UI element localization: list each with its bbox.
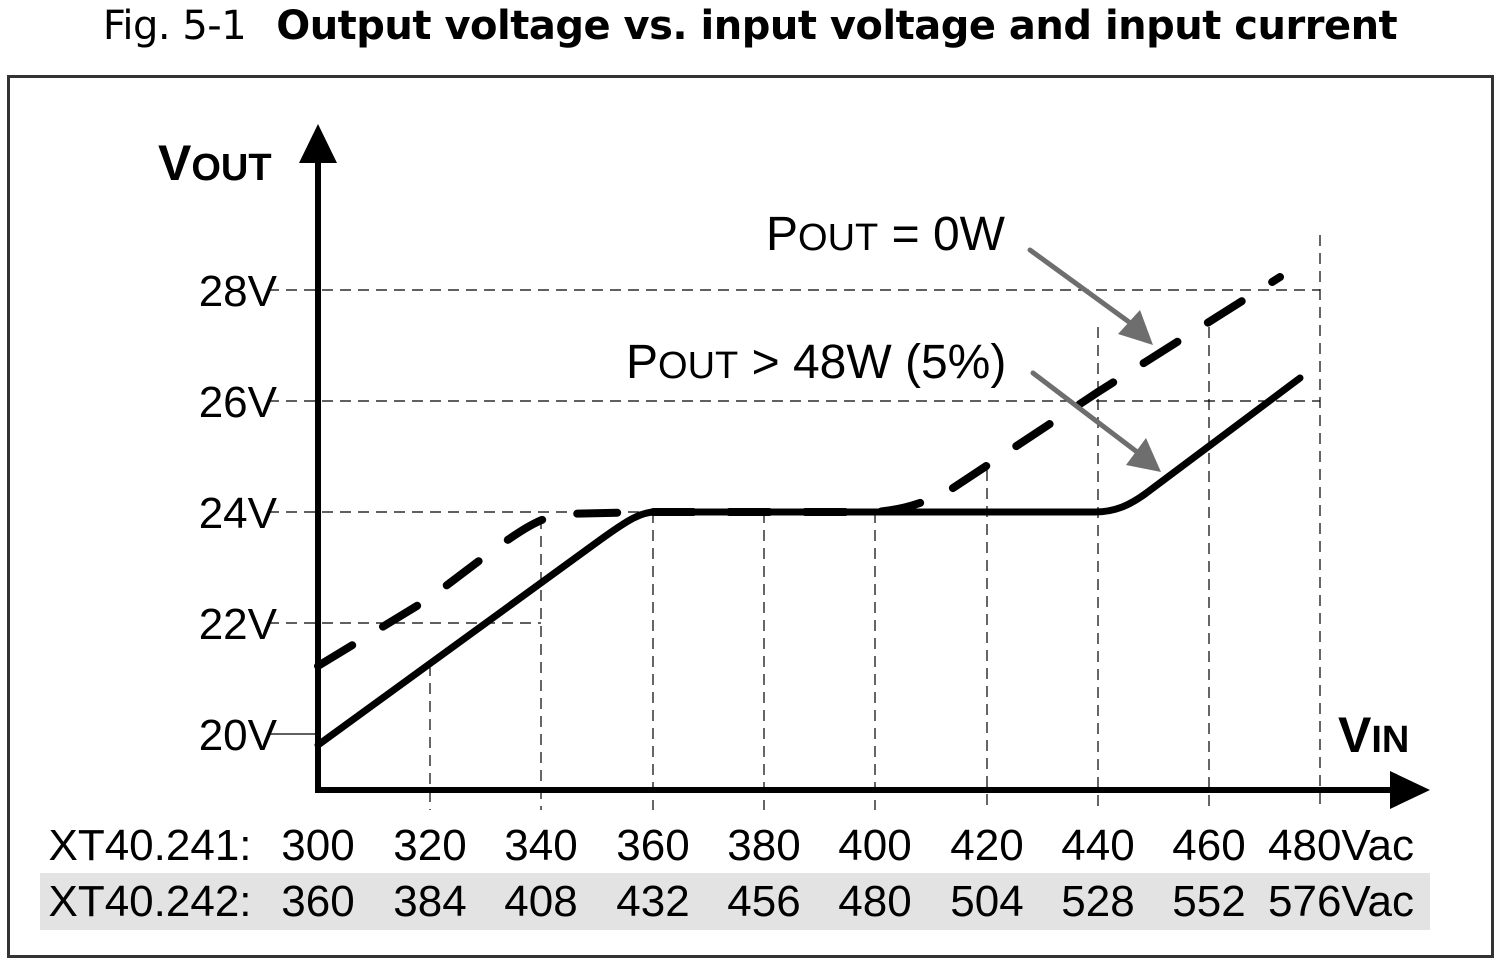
arrow-pout-48w-icon: [1126, 438, 1161, 472]
x-tick-labels-xt40-241: XT40.241: 300 320 340 360 380 400 420 44…: [48, 821, 1413, 870]
x-tick: 460: [1172, 821, 1245, 870]
y-axis-arrow-icon: [299, 124, 337, 163]
vertical-gridlines: [429, 235, 1321, 810]
x-axis-label: VIN: [1338, 707, 1409, 763]
axes: [299, 124, 1430, 809]
x-tick: 440: [1061, 821, 1134, 870]
x-tick: 552: [1172, 877, 1245, 926]
x-tick: 480: [838, 877, 911, 926]
y-tick-28v: 28V: [199, 267, 278, 316]
x-tick: 504: [950, 877, 1023, 926]
x-tick: 408: [504, 877, 577, 926]
label-pout-48w: POUT > 48W (5%): [626, 336, 1006, 389]
y-tick-22v: 22V: [199, 600, 278, 649]
chart-frame: [7, 75, 1494, 958]
x-tick: 480Vac: [1268, 821, 1414, 870]
x-tick: 420: [950, 821, 1023, 870]
row2-label: XT40.242:: [48, 877, 251, 926]
series-pout-48w: [314, 374, 1304, 749]
label-pout-0w: POUT = 0W: [766, 208, 1006, 261]
x-tick: 380: [727, 821, 800, 870]
x-tick: 300: [281, 821, 354, 870]
x-tick: 576Vac: [1268, 877, 1414, 926]
figure-number: Fig. 5-1: [102, 3, 247, 49]
x-tick: 360: [616, 821, 689, 870]
x-tick: 400: [838, 821, 911, 870]
x-tick: 384: [393, 877, 466, 926]
x-axis-arrow-icon: [1390, 771, 1430, 809]
x-tick: 432: [616, 877, 689, 926]
arrow-pout-0w-icon: [1118, 310, 1153, 345]
x-tick: 360: [281, 877, 354, 926]
y-tick-24v: 24V: [199, 489, 278, 538]
figure-caption: Output voltage vs. input voltage and inp…: [276, 3, 1398, 49]
x-tick: 456: [727, 877, 800, 926]
row1-label: XT40.241:: [48, 821, 251, 870]
y-tick-20v: 20V: [199, 711, 278, 760]
y-tick-labels: 28V 26V 24V 22V 20V: [199, 267, 278, 760]
figure-title: Fig. 5-1 Output voltage vs. input voltage…: [0, 2, 1500, 50]
annotation-arrows: [1027, 247, 1161, 472]
x-tick: 340: [504, 821, 577, 870]
x-tick: 320: [393, 821, 466, 870]
y-axis-label: VOUT: [158, 135, 272, 191]
x-tick: 528: [1061, 877, 1134, 926]
row2-highlight: [40, 873, 1430, 930]
x-tick-labels-xt40-242: XT40.242: 360 384 408 432 456 480 504 52…: [48, 877, 1413, 926]
y-tick-26v: 26V: [199, 378, 278, 427]
